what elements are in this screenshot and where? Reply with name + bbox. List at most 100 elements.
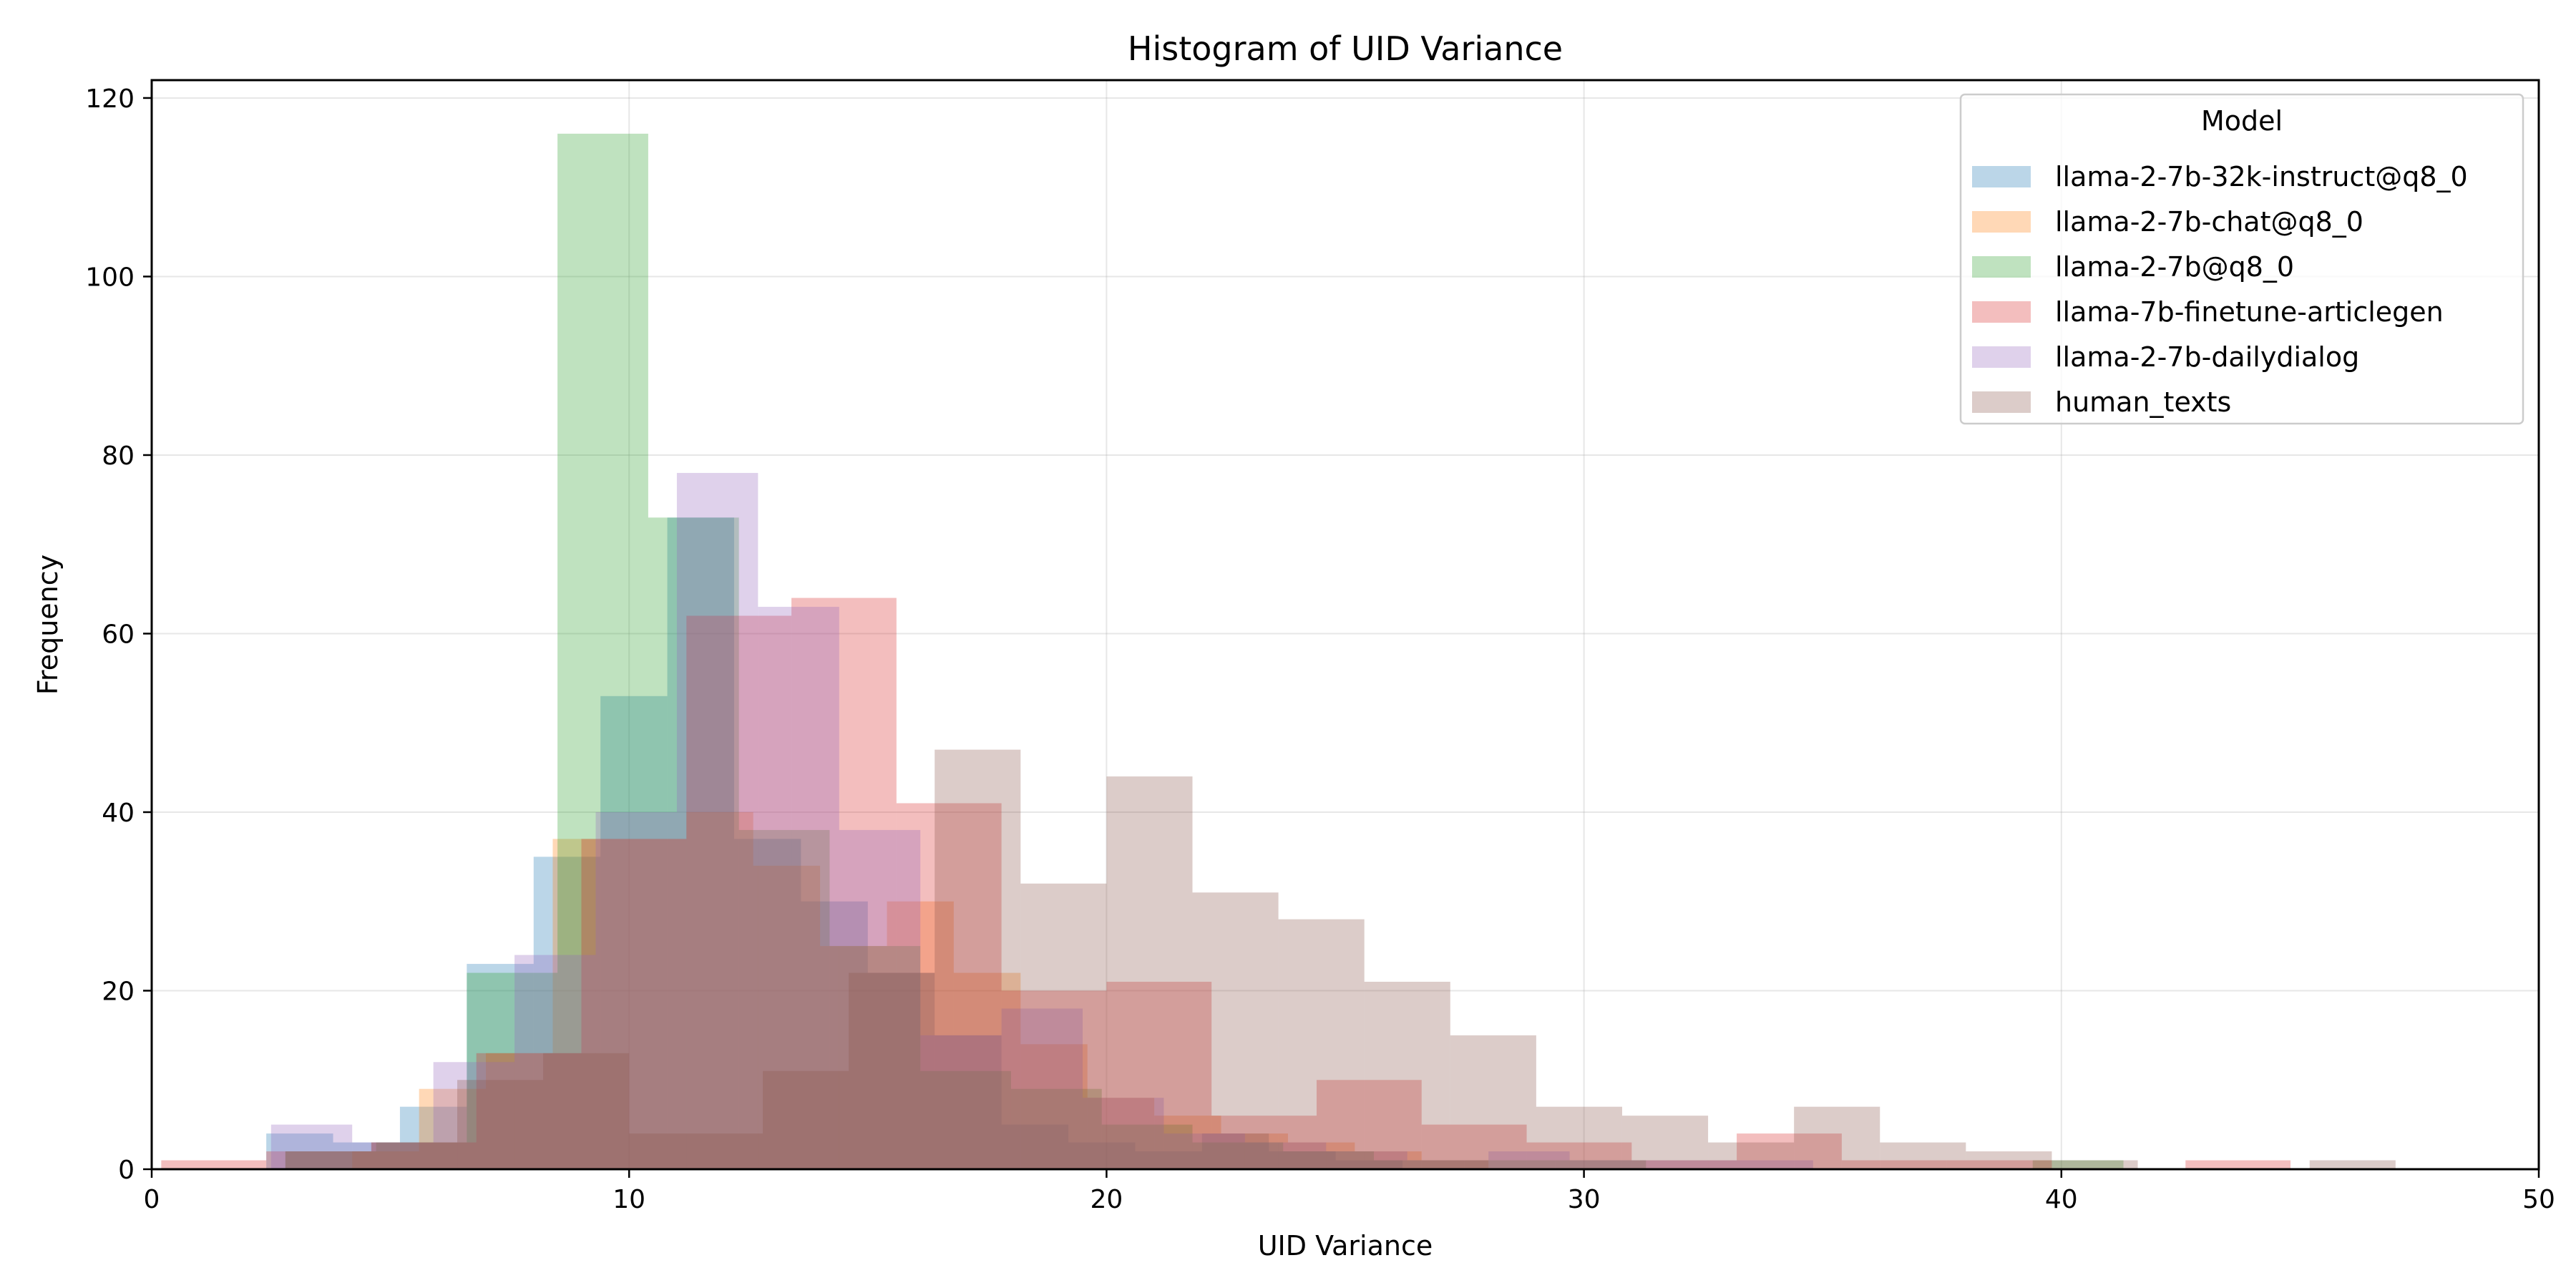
histogram-bar [733,839,801,1169]
series-2-bars [352,811,1489,1169]
histogram-bar [1841,1160,1947,1169]
histogram-bar [1407,1160,1489,1169]
legend-entry-label: llama-2-7b@q8_0 [2055,251,2294,283]
histogram-bar [1464,1160,1556,1169]
legend-entry-label: llama-2-7b-chat@q8_0 [2055,206,2363,238]
legend-swatch [1972,301,2031,323]
histogram-bar [1020,1044,1088,1169]
y-tick-label: 0 [118,1156,135,1185]
histogram-bar [2032,1160,2124,1169]
histogram-bar [686,615,792,1169]
x-tick-label: 50 [2522,1185,2555,1214]
histogram-bar [686,811,753,1169]
histogram-bar [1001,990,1107,1169]
y-axis-ticks: 0 20 40 60 80 100 120 [85,84,152,1185]
histogram-bar [676,1133,763,1169]
histogram-bar [1355,1151,1422,1169]
series-1-bars [266,517,1403,1169]
histogram-bar [953,972,1021,1169]
histogram-bar [600,696,668,1169]
histogram-bar [791,597,897,1169]
histogram-bar [1101,1124,1193,1169]
y-tick-label: 40 [102,799,135,828]
histogram-bar [1287,1142,1355,1169]
histogram-bar [2185,1160,2291,1169]
histogram-bar [667,517,734,1169]
histogram-bar [887,901,954,1169]
histogram-bar [1192,1142,1284,1169]
legend-entry-label: human_texts [2055,386,2231,418]
histogram-bar [371,1142,458,1169]
histogram-bar [1068,1142,1136,1169]
histogram-bar [581,839,687,1169]
histogram-bar [1211,1116,1317,1169]
legend-swatch [1972,166,2031,187]
histogram-bar [1316,1080,1422,1169]
histogram-bar [376,1142,467,1169]
histogram-bar [1880,1142,1966,1169]
histogram-bar [552,839,620,1169]
histogram-bar [648,517,739,1169]
x-tick-label: 10 [613,1185,645,1214]
histogram-bar [285,1151,376,1169]
legend-title: Model [2201,105,2283,137]
histogram-bars [161,133,2396,1170]
histogram-bar [935,1035,1002,1169]
x-tick-label: 40 [2045,1185,2078,1214]
legend-entry-label: llama-7b-finetune-articlegen [2055,296,2444,328]
histogram-bar [1450,1035,1536,1169]
y-tick-label: 100 [85,263,135,292]
x-tick-label: 20 [1090,1185,1123,1214]
histogram-bar [2051,1160,2138,1169]
histogram-bar [433,1062,515,1169]
histogram-bar [753,865,821,1169]
x-tick-label: 0 [144,1185,160,1214]
histogram-bar [1020,883,1107,1169]
histogram-bar [738,829,830,1169]
histogram-bar [1192,892,1279,1169]
histogram-bar [920,1070,1011,1169]
x-axis-title: UID Variance [1258,1230,1433,1262]
histogram-bar [1946,1160,2052,1169]
histogram-bar [1732,1160,1813,1169]
legend-swatch [1972,256,2031,278]
histogram-bar [935,749,1021,1169]
histogram-bar [1283,1151,1375,1169]
histogram-bar [514,955,596,1169]
histogram-bar [1106,776,1193,1169]
histogram-bar [333,1142,400,1169]
y-tick-label: 20 [102,977,135,1006]
histogram-bar [896,803,1002,1169]
histogram-bar [467,964,534,1169]
histogram-bar [839,829,921,1169]
legend: Model llama-2-7b-32k-instruct@q8_0 llama-… [1959,93,2524,425]
histogram-bar [371,1142,477,1169]
histogram-bar [543,1053,630,1169]
histogram-bar [533,857,601,1169]
histogram-bar [595,811,677,1169]
x-axis-ticks: 0 10 20 30 40 50 [144,1169,2555,1214]
y-tick-label: 120 [85,84,135,114]
histogram-bar [352,1142,434,1169]
histogram-bar [1244,1142,1327,1169]
histogram-bar [352,1151,419,1169]
histogram-bar [801,901,868,1169]
histogram-bar [920,1035,1002,1169]
histogram-bar [419,1088,487,1169]
histogram-bar [1269,1151,1336,1169]
histogram-bar [1154,1116,1221,1169]
histogram-bar [1421,1124,1527,1169]
chart-title: Histogram of UID Variance [1128,29,1563,68]
histogram-bar [820,946,887,1169]
histogram-bar [486,1053,553,1169]
histogram-bar [1631,1160,1737,1169]
histogram-bar [676,472,758,1169]
histogram-bar [476,1053,582,1169]
histogram-bar [619,839,687,1169]
histogram-bar [1135,1151,1202,1169]
histogram-bar [1488,1151,1570,1169]
histogram-bar [1221,1133,1288,1169]
y-tick-label: 80 [102,441,135,471]
x-tick-label: 30 [1568,1185,1601,1214]
histogram-bar [1526,1142,1632,1169]
